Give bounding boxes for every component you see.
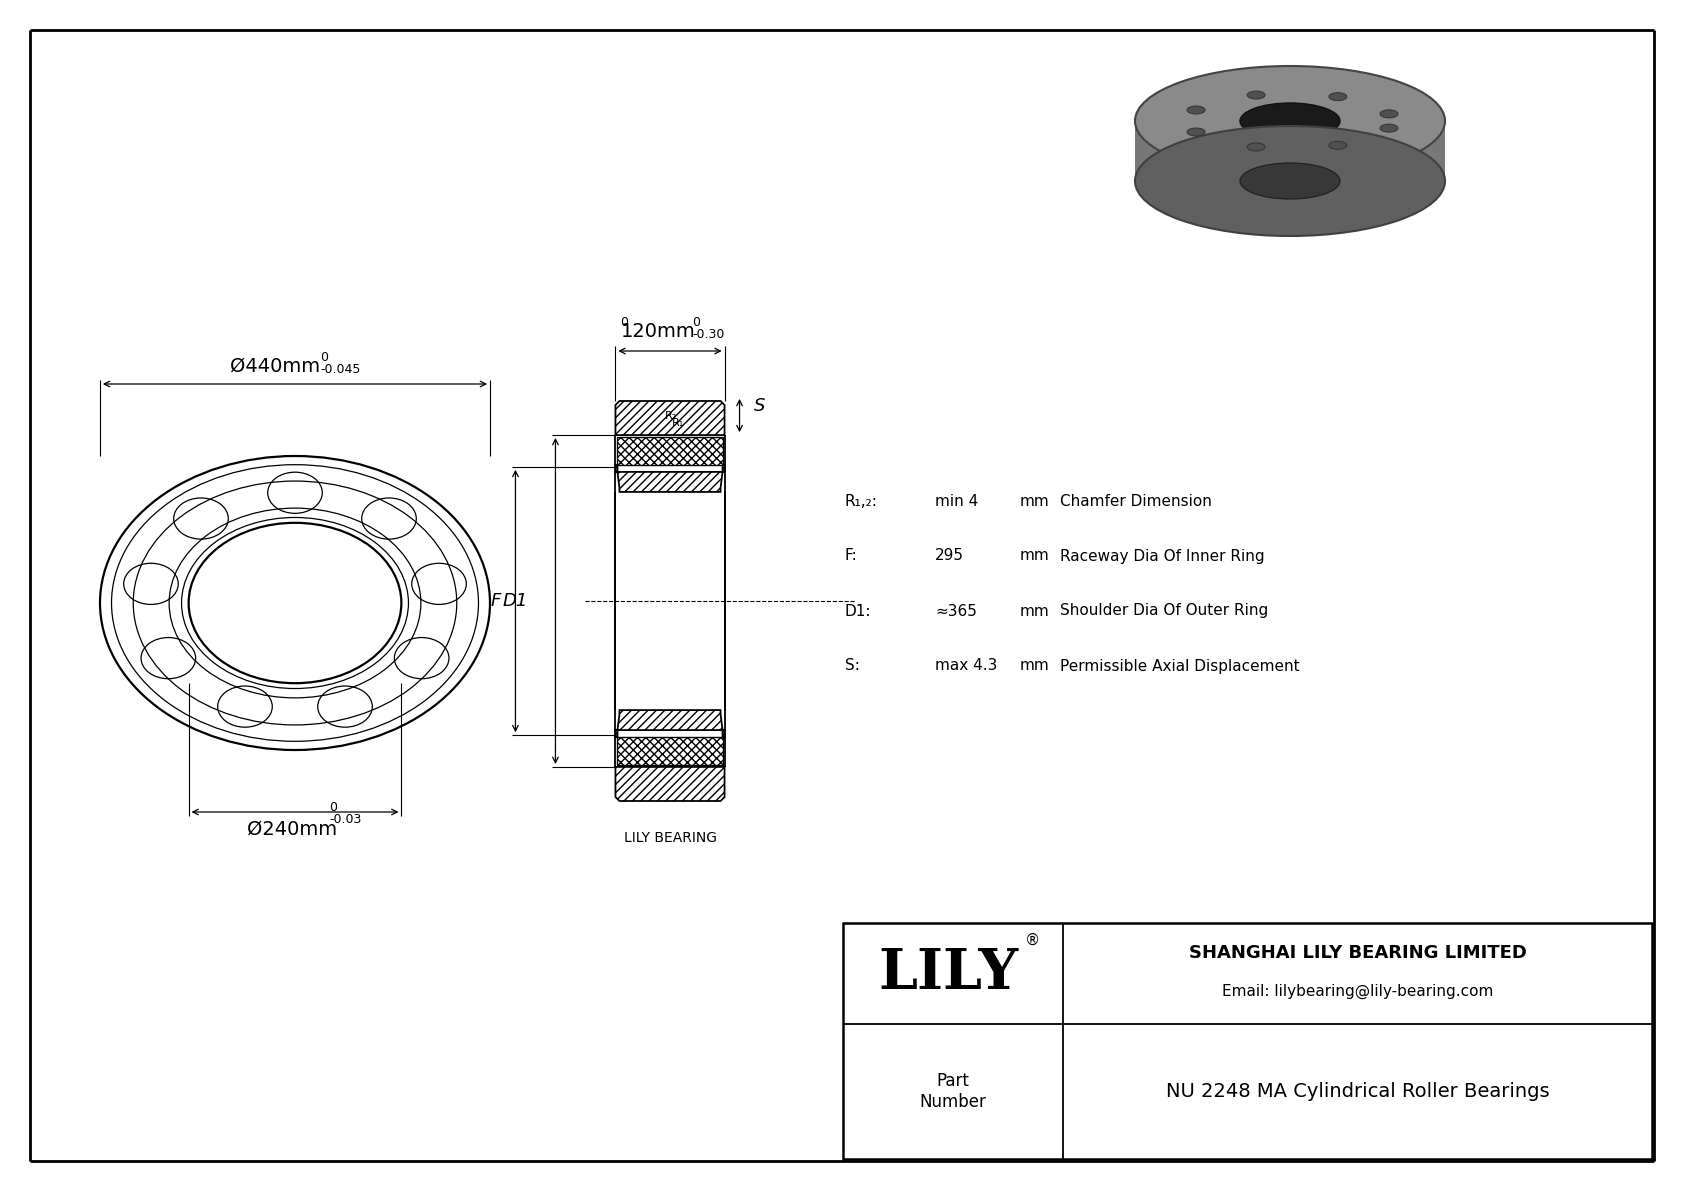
- Text: min 4: min 4: [935, 493, 978, 509]
- Text: D1:: D1:: [845, 604, 872, 618]
- Text: LILY: LILY: [877, 946, 1019, 1000]
- Text: 120mm: 120mm: [620, 322, 695, 341]
- Text: R₁: R₁: [672, 418, 684, 428]
- Text: Part
Number: Part Number: [919, 1072, 987, 1111]
- Text: F: F: [490, 592, 500, 610]
- Text: R₂: R₂: [665, 411, 677, 420]
- Ellipse shape: [1379, 124, 1398, 132]
- Ellipse shape: [1239, 102, 1340, 139]
- Text: Ø240mm: Ø240mm: [248, 819, 337, 838]
- Text: -0.03: -0.03: [328, 813, 362, 827]
- Polygon shape: [1239, 116, 1340, 187]
- Text: mm: mm: [1021, 493, 1049, 509]
- Text: Ø440mm: Ø440mm: [231, 357, 320, 376]
- Text: 295: 295: [935, 549, 963, 563]
- Ellipse shape: [1187, 127, 1206, 136]
- Text: 0: 0: [620, 316, 628, 329]
- Text: max 4.3: max 4.3: [935, 659, 997, 673]
- Polygon shape: [615, 767, 724, 802]
- Text: Email: lilybearing@lily-bearing.com: Email: lilybearing@lily-bearing.com: [1223, 984, 1494, 999]
- Text: -0.30: -0.30: [692, 328, 724, 341]
- Text: ®: ®: [1026, 933, 1041, 948]
- Text: -0.045: -0.045: [320, 363, 360, 376]
- Text: Chamfer Dimension: Chamfer Dimension: [1059, 493, 1212, 509]
- Text: NU 2248 MA Cylindrical Roller Bearings: NU 2248 MA Cylindrical Roller Bearings: [1165, 1081, 1549, 1100]
- Text: 0: 0: [328, 802, 337, 813]
- Polygon shape: [615, 401, 724, 435]
- Polygon shape: [1135, 121, 1445, 181]
- Text: Shoulder Dia Of Outer Ring: Shoulder Dia Of Outer Ring: [1059, 604, 1268, 618]
- Text: Permissible Axial Displacement: Permissible Axial Displacement: [1059, 659, 1300, 673]
- Text: mm: mm: [1021, 549, 1049, 563]
- Ellipse shape: [1329, 93, 1347, 101]
- Ellipse shape: [1248, 143, 1265, 151]
- Text: R₁,₂:: R₁,₂:: [845, 493, 877, 509]
- Text: 0: 0: [692, 316, 701, 329]
- Text: ≈365: ≈365: [935, 604, 977, 618]
- Text: Raceway Dia Of Inner Ring: Raceway Dia Of Inner Ring: [1059, 549, 1265, 563]
- Ellipse shape: [1379, 110, 1398, 118]
- Polygon shape: [618, 437, 722, 464]
- Text: F:: F:: [845, 549, 857, 563]
- Ellipse shape: [1239, 163, 1340, 199]
- Text: S:: S:: [845, 659, 861, 673]
- Ellipse shape: [1135, 66, 1445, 176]
- Text: mm: mm: [1021, 659, 1049, 673]
- Text: mm: mm: [1021, 604, 1049, 618]
- Text: S: S: [753, 397, 765, 414]
- Text: SHANGHAI LILY BEARING LIMITED: SHANGHAI LILY BEARING LIMITED: [1189, 944, 1526, 962]
- Text: LILY BEARING: LILY BEARING: [623, 831, 716, 844]
- Polygon shape: [618, 737, 722, 765]
- Ellipse shape: [1248, 91, 1265, 99]
- Ellipse shape: [1329, 142, 1347, 149]
- Polygon shape: [615, 710, 724, 737]
- Text: 0: 0: [320, 351, 328, 364]
- Text: D1: D1: [504, 592, 529, 610]
- Ellipse shape: [1187, 106, 1206, 114]
- Polygon shape: [615, 464, 724, 492]
- Ellipse shape: [1135, 126, 1445, 236]
